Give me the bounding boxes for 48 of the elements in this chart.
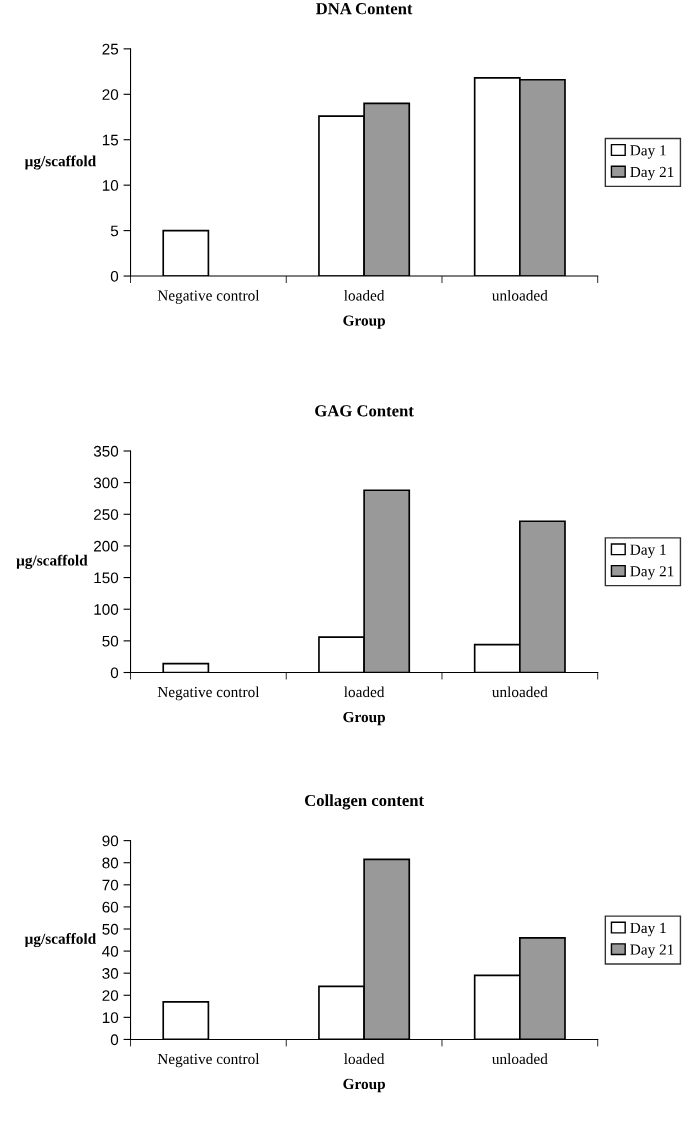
chart-title: GAG Content bbox=[315, 405, 414, 417]
x-tick-label: unloaded bbox=[492, 686, 548, 698]
legend-label: Day 21 bbox=[630, 566, 674, 580]
y-tick-label: 10 bbox=[102, 180, 119, 191]
chart-title: DNA Content bbox=[316, 3, 413, 15]
y-tick-label: 20 bbox=[102, 89, 119, 100]
x-axis-title: Group bbox=[343, 1078, 386, 1093]
y-tick-label: 200 bbox=[94, 540, 119, 552]
y-tick-label: 50 bbox=[102, 635, 119, 647]
y-axis-title: µg/scaffold bbox=[24, 932, 97, 948]
y-tick-label: 250 bbox=[94, 509, 119, 520]
y-tick-label: 40 bbox=[102, 945, 119, 957]
x-tick-label: unloaded bbox=[492, 289, 548, 301]
y-axis-title: µg/scaffold bbox=[16, 554, 88, 569]
y-tick-label: 60 bbox=[102, 901, 119, 913]
y-tick-label: 0 bbox=[110, 270, 119, 282]
y-tick-label: 30 bbox=[102, 968, 119, 979]
x-axis-title: Group bbox=[343, 315, 386, 329]
y-tick-label: 15 bbox=[102, 134, 119, 146]
legend-label: Day 21 bbox=[630, 944, 674, 958]
legend-label: Day 1 bbox=[630, 544, 666, 558]
y-tick-label: 100 bbox=[94, 604, 119, 615]
x-tick-label: unloaded bbox=[492, 1053, 548, 1065]
y-tick-label: 0 bbox=[110, 667, 119, 679]
y-tick-label: 50 bbox=[102, 923, 119, 935]
legend-label: Day 21 bbox=[630, 166, 674, 181]
x-axis-title: Group bbox=[343, 711, 386, 726]
x-tick-label: Negative control bbox=[157, 289, 260, 304]
legend-label: Day 1 bbox=[630, 145, 666, 159]
y-tick-label: 90 bbox=[102, 835, 119, 847]
y-tick-label: 10 bbox=[102, 1012, 119, 1024]
x-tick-label: Negative control bbox=[157, 1053, 260, 1068]
y-tick-label: 300 bbox=[93, 477, 119, 489]
y-tick-label: 25 bbox=[102, 43, 119, 55]
x-tick-label: loaded bbox=[344, 289, 385, 301]
chart-title: Collagen content bbox=[304, 794, 424, 810]
y-axis-title: µg/scaffold bbox=[24, 155, 97, 170]
y-tick-label: 150 bbox=[94, 572, 119, 584]
y-tick-label: 80 bbox=[102, 857, 119, 869]
x-tick-label: loaded bbox=[344, 686, 385, 698]
x-tick-label: Negative control bbox=[157, 686, 260, 701]
y-tick-label: 5 bbox=[110, 225, 119, 237]
y-tick-label: 70 bbox=[102, 879, 119, 891]
x-tick-label: loaded bbox=[344, 1053, 385, 1065]
y-tick-label: 350 bbox=[93, 445, 119, 457]
y-tick-label: 20 bbox=[102, 990, 119, 1001]
legend-label: Day 1 bbox=[630, 922, 666, 937]
y-tick-label: 0 bbox=[110, 1034, 119, 1046]
